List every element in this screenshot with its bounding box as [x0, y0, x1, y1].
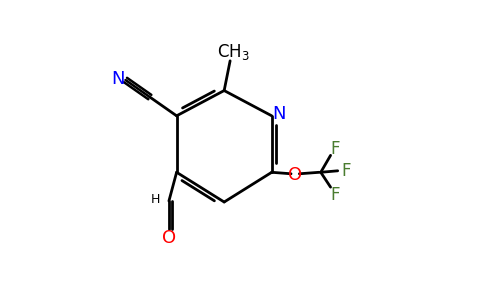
- Text: F: F: [331, 140, 340, 158]
- Text: O: O: [162, 229, 176, 247]
- Text: F: F: [331, 186, 340, 204]
- Text: N: N: [111, 70, 125, 88]
- Text: CH$_3$: CH$_3$: [217, 42, 249, 62]
- Text: N: N: [272, 105, 286, 123]
- Text: O: O: [288, 166, 302, 184]
- Text: F: F: [341, 162, 351, 180]
- Text: H: H: [151, 193, 160, 206]
